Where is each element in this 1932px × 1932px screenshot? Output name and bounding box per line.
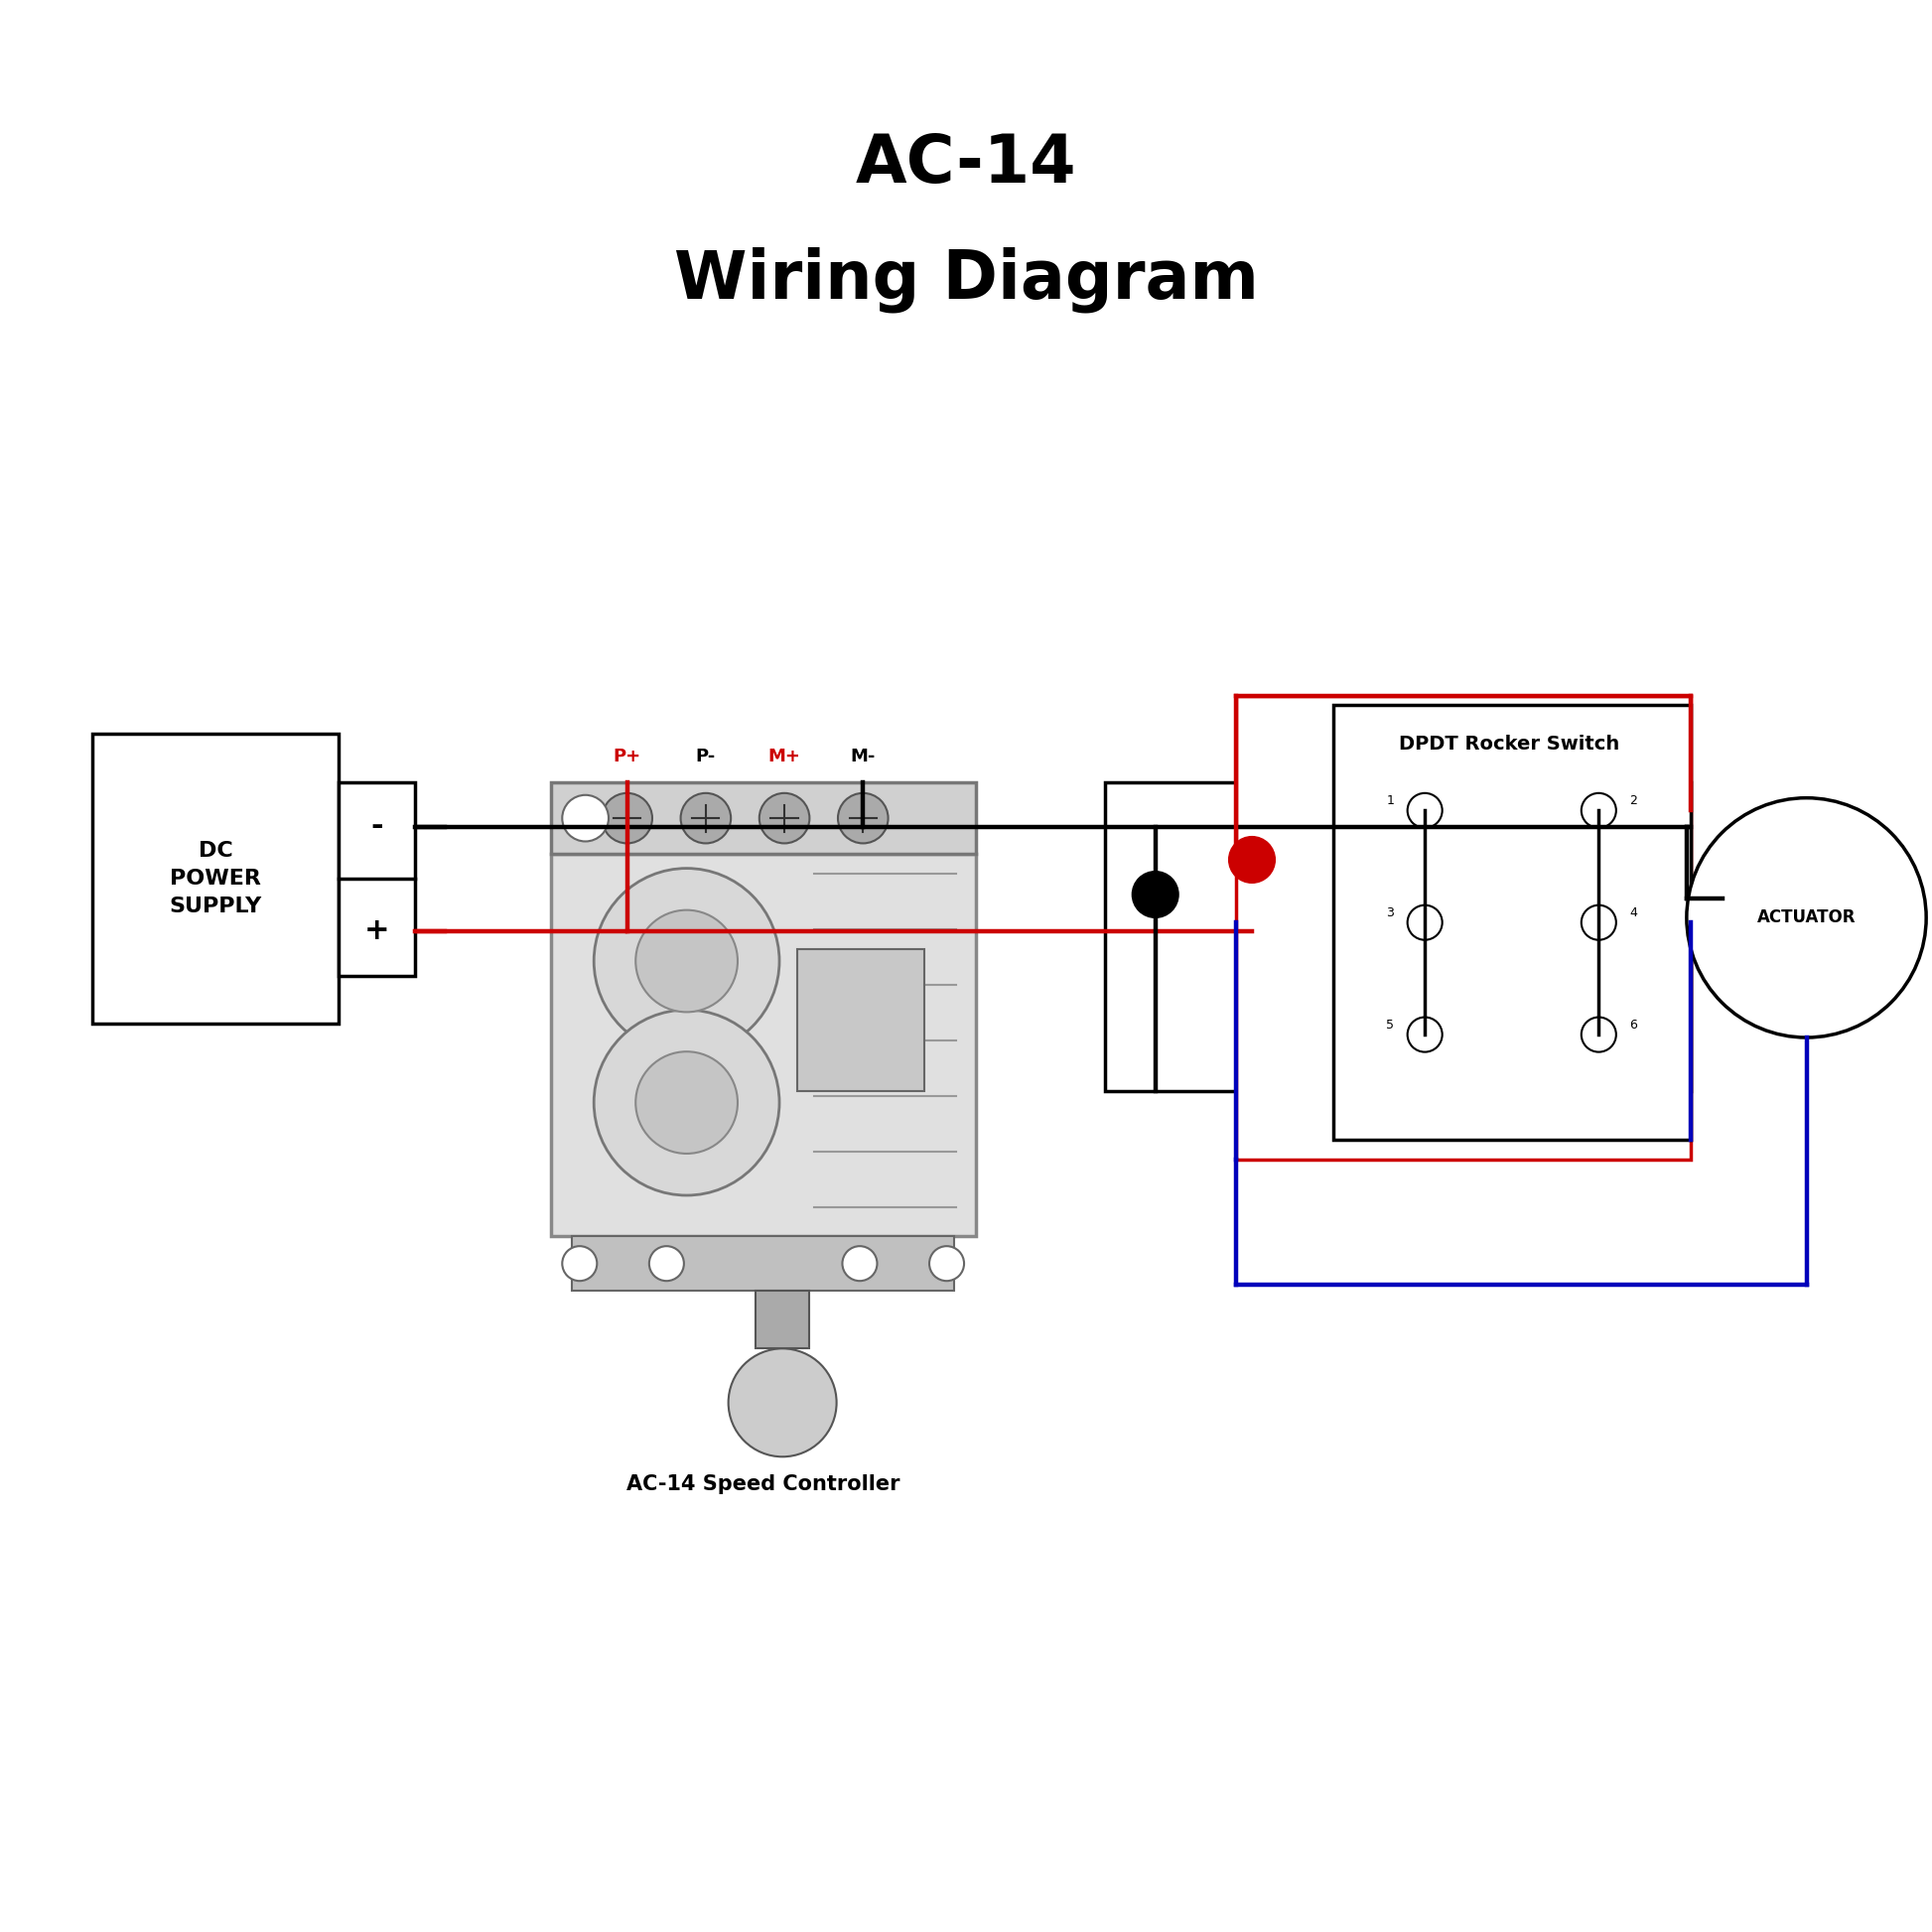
Circle shape	[593, 1010, 779, 1196]
Circle shape	[838, 792, 889, 842]
Circle shape	[636, 1051, 738, 1153]
Bar	[551, 782, 976, 854]
Text: P-: P-	[696, 748, 717, 765]
Text: ACTUATOR: ACTUATOR	[1756, 908, 1857, 927]
Text: Wiring Diagram: Wiring Diagram	[674, 247, 1258, 313]
Circle shape	[603, 792, 653, 842]
Bar	[755, 1291, 810, 1349]
Circle shape	[636, 910, 738, 1012]
Circle shape	[593, 867, 779, 1053]
Circle shape	[1582, 792, 1615, 827]
Circle shape	[1132, 871, 1179, 918]
Circle shape	[1406, 904, 1441, 941]
Text: 3: 3	[1385, 906, 1395, 920]
Text: M+: M+	[769, 748, 800, 765]
Text: 1: 1	[1385, 794, 1395, 808]
Text: +: +	[363, 918, 390, 945]
Text: -: -	[371, 813, 383, 840]
Bar	[551, 854, 976, 1236]
Circle shape	[842, 1246, 877, 1281]
Text: AC-14: AC-14	[856, 131, 1076, 197]
Circle shape	[728, 1349, 837, 1457]
Circle shape	[1406, 1016, 1441, 1051]
Text: AC-14 Speed Controller: AC-14 Speed Controller	[626, 1474, 900, 1493]
Text: M-: M-	[850, 748, 875, 765]
Circle shape	[1406, 792, 1441, 827]
Circle shape	[929, 1246, 964, 1281]
Circle shape	[759, 792, 810, 842]
Text: 5: 5	[1385, 1018, 1395, 1032]
Text: 4: 4	[1629, 906, 1638, 920]
Circle shape	[649, 1246, 684, 1281]
Text: 2: 2	[1629, 794, 1638, 808]
Circle shape	[1687, 798, 1926, 1037]
Circle shape	[562, 1246, 597, 1281]
Bar	[338, 782, 415, 976]
Bar	[572, 1236, 954, 1291]
Circle shape	[1582, 904, 1615, 941]
Circle shape	[1229, 837, 1275, 883]
Circle shape	[562, 796, 609, 842]
Text: DPDT Rocker Switch: DPDT Rocker Switch	[1399, 734, 1619, 753]
Circle shape	[680, 792, 730, 842]
Circle shape	[1582, 1016, 1615, 1051]
Bar	[93, 734, 338, 1024]
Text: 6: 6	[1629, 1018, 1638, 1032]
Bar	[798, 949, 925, 1092]
Text: DC
POWER
SUPPLY: DC POWER SUPPLY	[170, 840, 261, 918]
Bar	[1105, 782, 1690, 1092]
Bar	[1236, 696, 1690, 1159]
Bar	[1333, 705, 1690, 1140]
Text: P+: P+	[612, 748, 641, 765]
